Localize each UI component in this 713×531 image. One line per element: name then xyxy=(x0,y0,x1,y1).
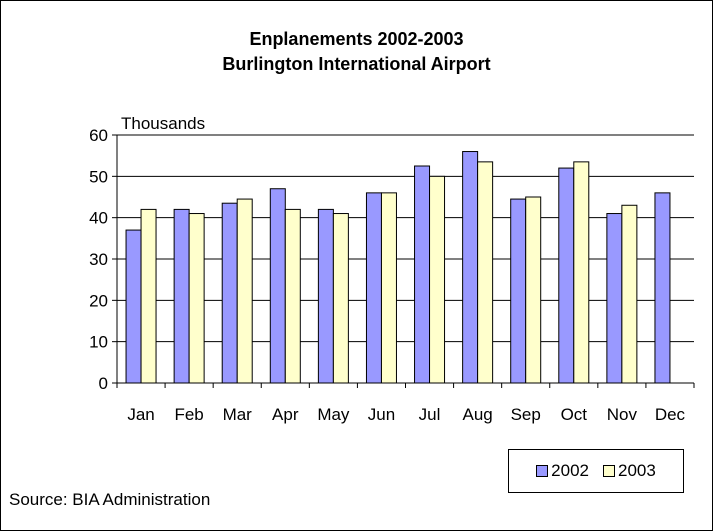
bar-2002-aug xyxy=(462,151,479,384)
x-tick-label-apr: Apr xyxy=(272,405,299,424)
legend-label-2002: 2002 xyxy=(551,461,589,480)
bar-2002-jun xyxy=(365,192,382,384)
bar-2003-may xyxy=(332,213,349,384)
legend: 2002 2003 xyxy=(508,449,684,493)
chart-subtitle: Burlington International Airport xyxy=(222,54,491,74)
bar-2002-jan xyxy=(125,229,142,384)
x-tick-label-jun: Jun xyxy=(368,405,395,424)
y-tick-label-30: 30 xyxy=(89,250,108,269)
x-tick-label-may: May xyxy=(317,405,350,424)
bar-2003-aug xyxy=(477,161,494,384)
bar-2002-jul xyxy=(414,165,431,384)
bar-2003-oct xyxy=(573,161,590,384)
bar-2003-nov xyxy=(621,204,638,384)
bar-2003-jul xyxy=(429,175,446,384)
bar-2002-mar xyxy=(221,202,238,384)
y-tick-label-50: 50 xyxy=(89,167,108,186)
bar-2003-feb xyxy=(188,213,205,384)
x-tick-label-jan: Jan xyxy=(127,405,154,424)
bar-2002-feb xyxy=(173,208,190,384)
bar-2002-dec xyxy=(654,192,671,384)
y-tick-label-10: 10 xyxy=(89,333,108,352)
legend-label-2003: 2003 xyxy=(618,461,656,480)
y-tick-label-20: 20 xyxy=(89,291,108,310)
y-tick-label-0: 0 xyxy=(99,374,108,393)
bar-2002-may xyxy=(317,208,334,384)
legend-swatch-2003 xyxy=(603,465,615,477)
bar-2003-sep xyxy=(525,196,542,384)
bar-2003-jan xyxy=(140,208,157,384)
bar-2003-jun xyxy=(380,192,397,384)
x-tick-label-dec: Dec xyxy=(655,405,686,424)
y-axis-label: Thousands xyxy=(121,114,206,133)
x-tick-label-sep: Sep xyxy=(511,405,541,424)
bar-2002-apr xyxy=(269,188,286,384)
x-tick-label-nov: Nov xyxy=(607,405,638,424)
legend-item-2002: 2002 xyxy=(536,461,589,481)
source-note: Source: BIA Administration xyxy=(9,490,211,509)
x-tick-label-aug: Aug xyxy=(463,405,493,424)
y-tick-label-40: 40 xyxy=(89,209,108,228)
x-tick-label-oct: Oct xyxy=(561,405,588,424)
y-tick-label-60: 60 xyxy=(89,126,108,145)
x-tick-label-mar: Mar xyxy=(223,405,253,424)
bar-2002-sep xyxy=(510,198,527,384)
bar-2002-oct xyxy=(558,167,575,384)
legend-item-2003: 2003 xyxy=(603,461,656,481)
x-tick-label-jul: Jul xyxy=(419,405,441,424)
bar-2002-nov xyxy=(606,213,623,384)
bar-2003-apr xyxy=(284,208,301,384)
bar-2003-mar xyxy=(236,198,253,384)
chart-title: Enplanements 2002-2003 xyxy=(249,29,464,49)
x-tick-label-feb: Feb xyxy=(174,405,203,424)
legend-swatch-2002 xyxy=(536,465,549,477)
